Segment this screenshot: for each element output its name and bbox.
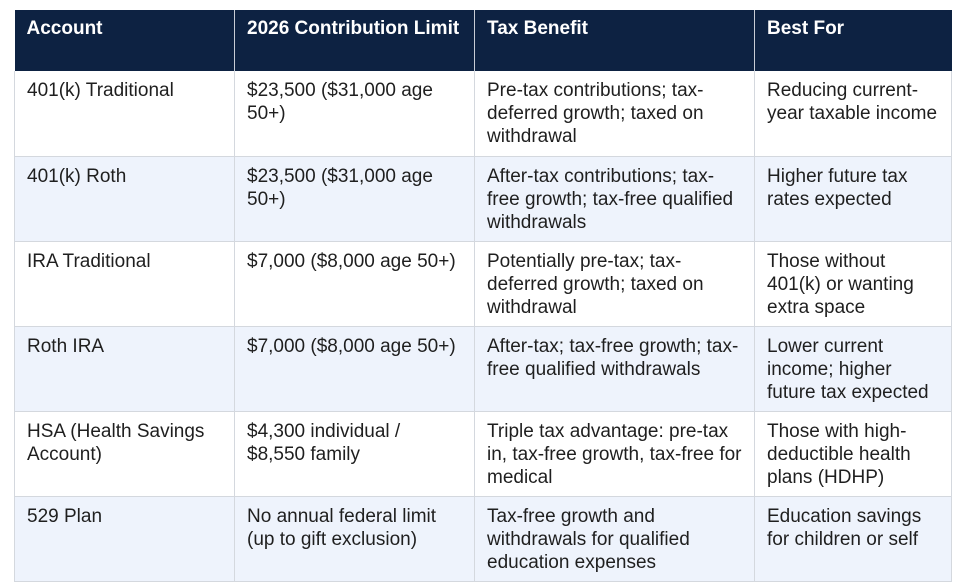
table-header-row: Account 2026 Contribution Limit Tax Bene… [14, 10, 952, 71]
cell-tax-benefit: After-tax contributions; tax-free growth… [474, 156, 755, 242]
cell-best-for: Higher future tax rates expected [754, 156, 952, 242]
header-tax-benefit: Tax Benefit [474, 10, 755, 71]
cell-best-for: Those without 401(k) or wanting extra sp… [754, 241, 952, 327]
cell-account: HSA (Health Savings Account) [14, 411, 235, 497]
cell-contribution-limit: $7,000 ($8,000 age 50+) [234, 326, 475, 412]
table-row: Roth IRA $7,000 ($8,000 age 50+) After-t… [14, 326, 952, 412]
cell-contribution-limit: $4,300 individual / $8,550 family [234, 411, 475, 497]
cell-contribution-limit: No annual federal limit (up to gift excl… [234, 496, 475, 582]
cell-best-for: Lower current income; higher future tax … [754, 326, 952, 412]
cell-account: 529 Plan [14, 496, 235, 582]
cell-tax-benefit: After-tax; tax-free growth; tax-free qua… [474, 326, 755, 412]
cell-best-for: Reducing current-year taxable income [754, 71, 952, 157]
table-row: IRA Traditional $7,000 ($8,000 age 50+) … [14, 241, 952, 327]
retirement-accounts-table: Account 2026 Contribution Limit Tax Bene… [14, 10, 952, 582]
cell-account: IRA Traditional [14, 241, 235, 327]
cell-account: 401(k) Roth [14, 156, 235, 242]
header-account: Account [14, 10, 235, 71]
cell-account: 401(k) Traditional [14, 71, 235, 157]
cell-contribution-limit: $23,500 ($31,000 age 50+) [234, 156, 475, 242]
cell-best-for: Education savings for children or self [754, 496, 952, 582]
table-row: 401(k) Traditional $23,500 ($31,000 age … [14, 71, 952, 157]
table-row: HSA (Health Savings Account) $4,300 indi… [14, 411, 952, 497]
cell-tax-benefit: Pre-tax contributions; tax-deferred grow… [474, 71, 755, 157]
cell-account: Roth IRA [14, 326, 235, 412]
cell-tax-benefit: Triple tax advantage: pre-tax in, tax-fr… [474, 411, 755, 497]
table-row: 401(k) Roth $23,500 ($31,000 age 50+) Af… [14, 156, 952, 242]
table-row: 529 Plan No annual federal limit (up to … [14, 496, 952, 582]
header-contribution-limit: 2026 Contribution Limit [234, 10, 475, 71]
table-container: Account 2026 Contribution Limit Tax Bene… [14, 10, 952, 582]
cell-tax-benefit: Tax-free growth and withdrawals for qual… [474, 496, 755, 582]
cell-tax-benefit: Potentially pre-tax; tax-deferred growth… [474, 241, 755, 327]
cell-contribution-limit: $7,000 ($8,000 age 50+) [234, 241, 475, 327]
cell-contribution-limit: $23,500 ($31,000 age 50+) [234, 71, 475, 157]
header-best-for: Best For [754, 10, 952, 71]
cell-best-for: Those with high-deductible health plans … [754, 411, 952, 497]
